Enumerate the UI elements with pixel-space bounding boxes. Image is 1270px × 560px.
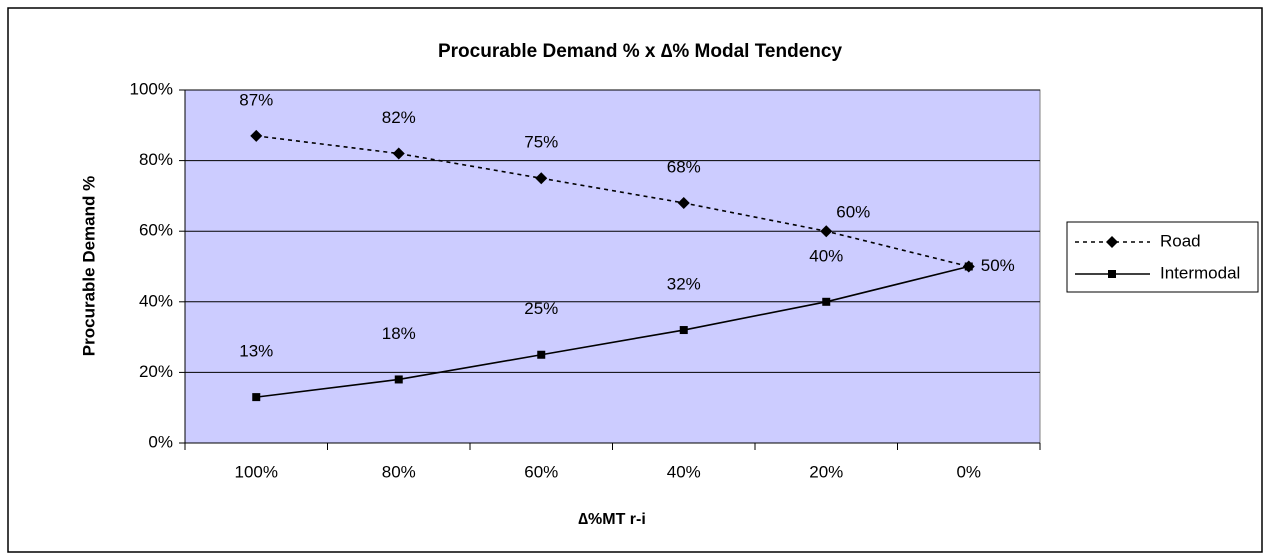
series-line <box>256 265 969 398</box>
y-tick-label: 0% <box>148 432 173 451</box>
marker <box>822 297 831 306</box>
legend-label: Intermodal <box>1160 263 1240 282</box>
marker <box>1106 236 1118 248</box>
x-tick-label: 80% <box>382 462 416 481</box>
y-tick-label: 40% <box>139 291 173 310</box>
data-label: 25% <box>524 299 558 318</box>
y-tick-label: 100% <box>130 79 173 98</box>
marker <box>250 129 263 142</box>
data-label: 50% <box>981 256 1015 275</box>
data-label: 68% <box>667 157 701 176</box>
data-label: 60% <box>836 203 870 222</box>
x-tick-label: 100% <box>235 462 278 481</box>
marker <box>677 196 690 209</box>
marker <box>535 172 548 185</box>
data-label: 18% <box>382 324 416 343</box>
series-line <box>256 135 969 268</box>
x-tick-label: 40% <box>667 462 701 481</box>
x-tick-label: 0% <box>956 462 981 481</box>
marker <box>679 326 688 335</box>
x-tick-label: 60% <box>524 462 558 481</box>
y-tick-label: 80% <box>139 150 173 169</box>
marker <box>394 375 403 384</box>
data-label: 40% <box>809 246 843 265</box>
x-axis-label: ∆%MT r-i <box>578 511 646 528</box>
marker <box>964 262 973 271</box>
y-tick-label: 60% <box>139 221 173 240</box>
data-label: 75% <box>524 133 558 152</box>
data-label: 82% <box>382 108 416 127</box>
marker <box>252 393 261 402</box>
y-tick-label: 20% <box>139 362 173 381</box>
legend-label: Road <box>1160 231 1201 250</box>
data-label: 13% <box>239 342 273 361</box>
data-label: 87% <box>239 90 273 109</box>
chart-title: Procurable Demand % x ∆% Modal Tendency <box>438 41 842 62</box>
legend <box>1066 221 1259 293</box>
marker <box>537 350 546 359</box>
y-axis-label: Procurable Demand % <box>79 176 98 356</box>
marker <box>1108 270 1116 278</box>
marker <box>392 147 405 160</box>
x-tick-label: 20% <box>809 462 843 481</box>
data-label: 32% <box>667 275 701 294</box>
marker <box>820 225 833 238</box>
